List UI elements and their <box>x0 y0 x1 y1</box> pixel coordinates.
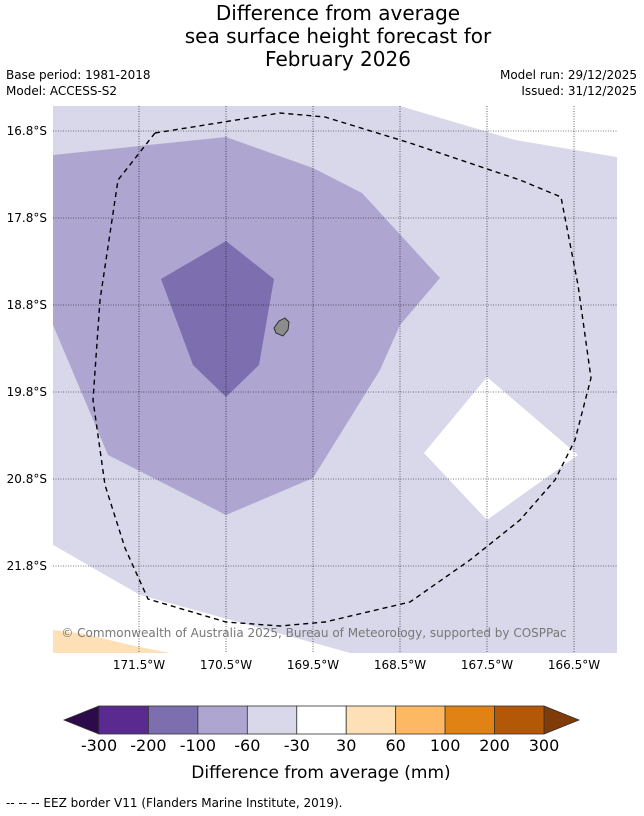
colorbar-segment <box>345 705 397 735</box>
lon-label: 168.5°W <box>374 658 426 672</box>
title-line-2: sea surface height forecast for <box>184 24 492 48</box>
colorbar-tick-label: -300 <box>81 736 117 755</box>
anomaly-region-positive <box>53 630 170 653</box>
colorbar-tick-label: 300 <box>529 736 560 755</box>
eez-legend-note: -- -- -- EEZ border V11 (Flanders Marine… <box>6 796 343 810</box>
colorbar-tick-label: 200 <box>479 736 510 755</box>
issued-date: Issued: 31/12/2025 <box>521 84 637 98</box>
colorbar-tick-label: 60 <box>385 736 405 755</box>
gridlines <box>53 106 617 653</box>
eez-border <box>92 112 592 627</box>
figure-title: Difference from average sea surface heig… <box>0 2 644 71</box>
anomaly-region-strong <box>161 241 274 397</box>
lon-label: 170.5°W <box>200 658 252 672</box>
colorbar-segment <box>98 705 149 735</box>
latitude-labels: 16.8°S 17.8°S 18.8°S 19.8°S 20.8°S 21.8°… <box>7 124 47 573</box>
lon-label: 167.5°W <box>461 658 513 672</box>
lat-label: 21.8°S <box>7 559 47 573</box>
colorbar-underflow-triangle <box>62 705 100 735</box>
map-area: © Commonwealth of Australia 2025, Bureau… <box>53 106 617 653</box>
colorbar: -300 -200 -100 -60 -30 30 60 100 200 300 Differen… <box>62 705 581 783</box>
colorbar-segment <box>395 705 446 735</box>
colorbar-tick-label: 30 <box>336 736 356 755</box>
colorbar-label: Difference from average (mm) <box>191 763 450 783</box>
lat-label: 20.8°S <box>7 472 47 486</box>
colorbar-segment <box>148 705 199 735</box>
model-run: Model run: 29/12/2025 <box>499 68 637 82</box>
lat-label: 18.8°S <box>7 298 47 312</box>
lon-label: 171.5°W <box>113 658 165 672</box>
colorbar-segment <box>296 705 347 735</box>
lat-label: 19.8°S <box>7 385 47 399</box>
colorbar-segment <box>197 705 248 735</box>
colorbar-segment <box>494 705 545 735</box>
lon-label: 166.5°W <box>548 658 600 672</box>
colorbar-segment <box>246 705 298 735</box>
lat-label: 16.8°S <box>7 124 47 138</box>
niue-island <box>273 317 290 337</box>
colorbar-tick-label: -200 <box>130 736 166 755</box>
colorbar-ticks: -300 -200 -100 -60 -30 30 60 100 200 300 <box>81 736 559 755</box>
title-line-3: February 2026 <box>265 47 411 71</box>
anomaly-region-neutral-east <box>424 377 578 520</box>
colorbar-segments <box>98 705 545 735</box>
model-name: Model: ACCESS-S2 <box>6 84 118 98</box>
colorbar-tick-label: -60 <box>234 736 260 755</box>
colorbar-segment <box>444 705 495 735</box>
meta-right: Model run: 29/12/2025 Issued: 31/12/2025 <box>500 67 637 99</box>
title-line-1: Difference from average <box>215 1 461 25</box>
colorbar-tick-label: 100 <box>430 736 461 755</box>
copyright-text: © Commonwealth of Australia 2025, Bureau… <box>61 626 566 640</box>
lon-label: 169.5°W <box>287 658 339 672</box>
colorbar-tick-label: -100 <box>180 736 216 755</box>
meta-left: Base period: 1981-2018 Model: ACCESS-S2 <box>6 67 151 99</box>
colorbar-overflow-triangle <box>543 705 581 735</box>
anomaly-region-neutral-southwest <box>53 545 350 653</box>
lat-label: 17.8°S <box>7 211 47 225</box>
colorbar-tick-label: -30 <box>284 736 310 755</box>
longitude-labels: 171.5°W 170.5°W 169.5°W 168.5°W 167.5°W … <box>113 658 600 672</box>
base-period: Base period: 1981-2018 <box>6 68 151 82</box>
